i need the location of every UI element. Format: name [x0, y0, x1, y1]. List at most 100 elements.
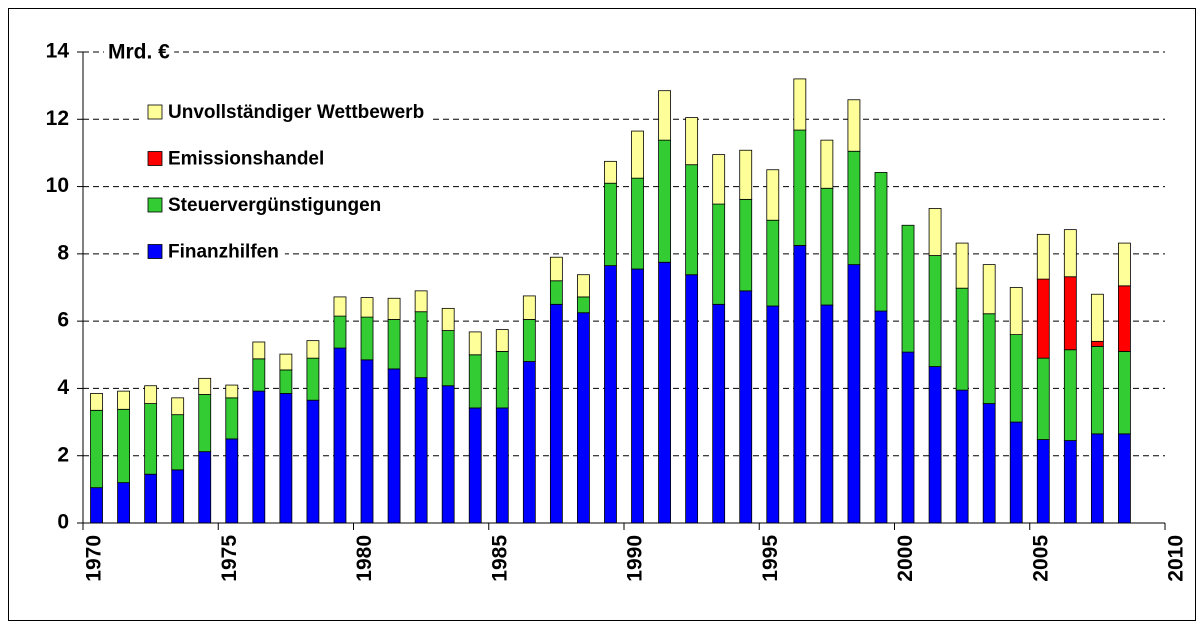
bar-segment [441, 385, 455, 524]
bar-segment [387, 319, 401, 370]
bar-segment [685, 274, 699, 524]
bar-segment [901, 351, 915, 524]
bar-segment [1036, 439, 1050, 524]
bar-segment [333, 315, 347, 349]
bar-segment [1036, 278, 1050, 359]
bar-segment [766, 169, 780, 221]
bar-segment [549, 303, 563, 524]
bar-segment [90, 409, 103, 489]
bar-segment [793, 245, 807, 524]
bar-segment [117, 390, 130, 410]
bar-segment [198, 451, 212, 524]
legend-label: Steuervergünstigungen [168, 195, 381, 216]
bar-segment [739, 198, 753, 292]
x-tick-label: 1985 [488, 535, 511, 582]
bar-segment [874, 172, 888, 312]
x-tick-label: 2010 [1165, 535, 1188, 582]
y-tick-label: 0 [57, 511, 69, 534]
bar-segment [252, 390, 266, 524]
bar-segment [414, 290, 428, 313]
bar-segment [739, 290, 753, 524]
bar-segment [1036, 233, 1050, 280]
bar-segment [604, 160, 617, 184]
bar-segment [252, 341, 266, 360]
bar-segment [1090, 293, 1104, 342]
bar-segment [793, 129, 807, 246]
bar-segment [577, 296, 590, 314]
bar-segment [90, 487, 103, 524]
bar-segment [631, 268, 644, 524]
bar-segment [549, 280, 563, 305]
bar-segment [820, 304, 834, 524]
bar-segment [171, 469, 185, 524]
bar-segment [549, 256, 563, 282]
bar-segment [658, 90, 671, 141]
bar-segment [766, 305, 780, 524]
bar-segment [1009, 421, 1023, 524]
bar-segment [1063, 229, 1077, 278]
bar-segment [522, 361, 536, 524]
label-background [104, 40, 175, 64]
bar-segment [685, 117, 699, 166]
x-tick-label: 2005 [1029, 535, 1052, 582]
bar-segment [522, 295, 536, 320]
bar-segment [441, 330, 455, 387]
legend-background [140, 238, 285, 266]
bar-segment [874, 310, 888, 524]
bar-segment [955, 242, 969, 289]
legend-background [140, 192, 388, 220]
bar-segment [333, 347, 347, 524]
bar-segment [1090, 345, 1104, 435]
bar-segment [198, 394, 212, 453]
bar-segment [387, 297, 401, 320]
bar-segment [333, 296, 347, 317]
bar-segment [495, 351, 509, 409]
bar-segment [1090, 340, 1104, 347]
bar-segment [306, 340, 320, 359]
bar-segment [360, 297, 374, 318]
bar-segment [360, 359, 374, 524]
bar-segment [1063, 276, 1077, 351]
x-tick-label: 1975 [218, 535, 241, 582]
bar-segment [955, 287, 969, 391]
bar-segment [225, 384, 239, 399]
bar-segment [279, 353, 293, 371]
bar-segment [441, 307, 455, 331]
bar-segment [468, 407, 482, 524]
bar-segment [279, 369, 293, 394]
y-tick-label: 8 [57, 241, 69, 264]
bar-segment [144, 403, 158, 475]
bar-segment [522, 319, 536, 362]
bar-segment [495, 407, 509, 524]
legend-swatch [147, 197, 163, 213]
bar-segment [468, 354, 482, 409]
bar-segment [658, 261, 671, 524]
bar-segment [901, 224, 915, 353]
bar-segment [820, 139, 834, 189]
legend-swatch [147, 151, 163, 166]
bar-segment [1090, 433, 1104, 524]
bar-segment [577, 274, 590, 298]
bar-segment [658, 139, 671, 263]
bar-segment [414, 311, 428, 379]
bar-segment [712, 154, 726, 205]
bar-segment [414, 377, 428, 524]
bar-segment [820, 187, 834, 306]
bar-segment [847, 150, 861, 266]
legend-swatch [147, 104, 163, 120]
bar-segment [928, 255, 942, 367]
bar-segment [928, 208, 942, 256]
bar-segment [1063, 349, 1077, 441]
bar-segment [847, 99, 861, 152]
bar-segment [982, 264, 996, 315]
bar-segment [739, 149, 753, 200]
bar-segment [793, 78, 807, 131]
bar-segment [252, 358, 266, 392]
bar-segment [631, 130, 644, 179]
x-tick-label: 1980 [353, 535, 376, 582]
bar-segment [144, 385, 158, 404]
bar-segment [712, 203, 726, 305]
bar-segment [631, 177, 644, 270]
bar-segment [766, 219, 780, 307]
